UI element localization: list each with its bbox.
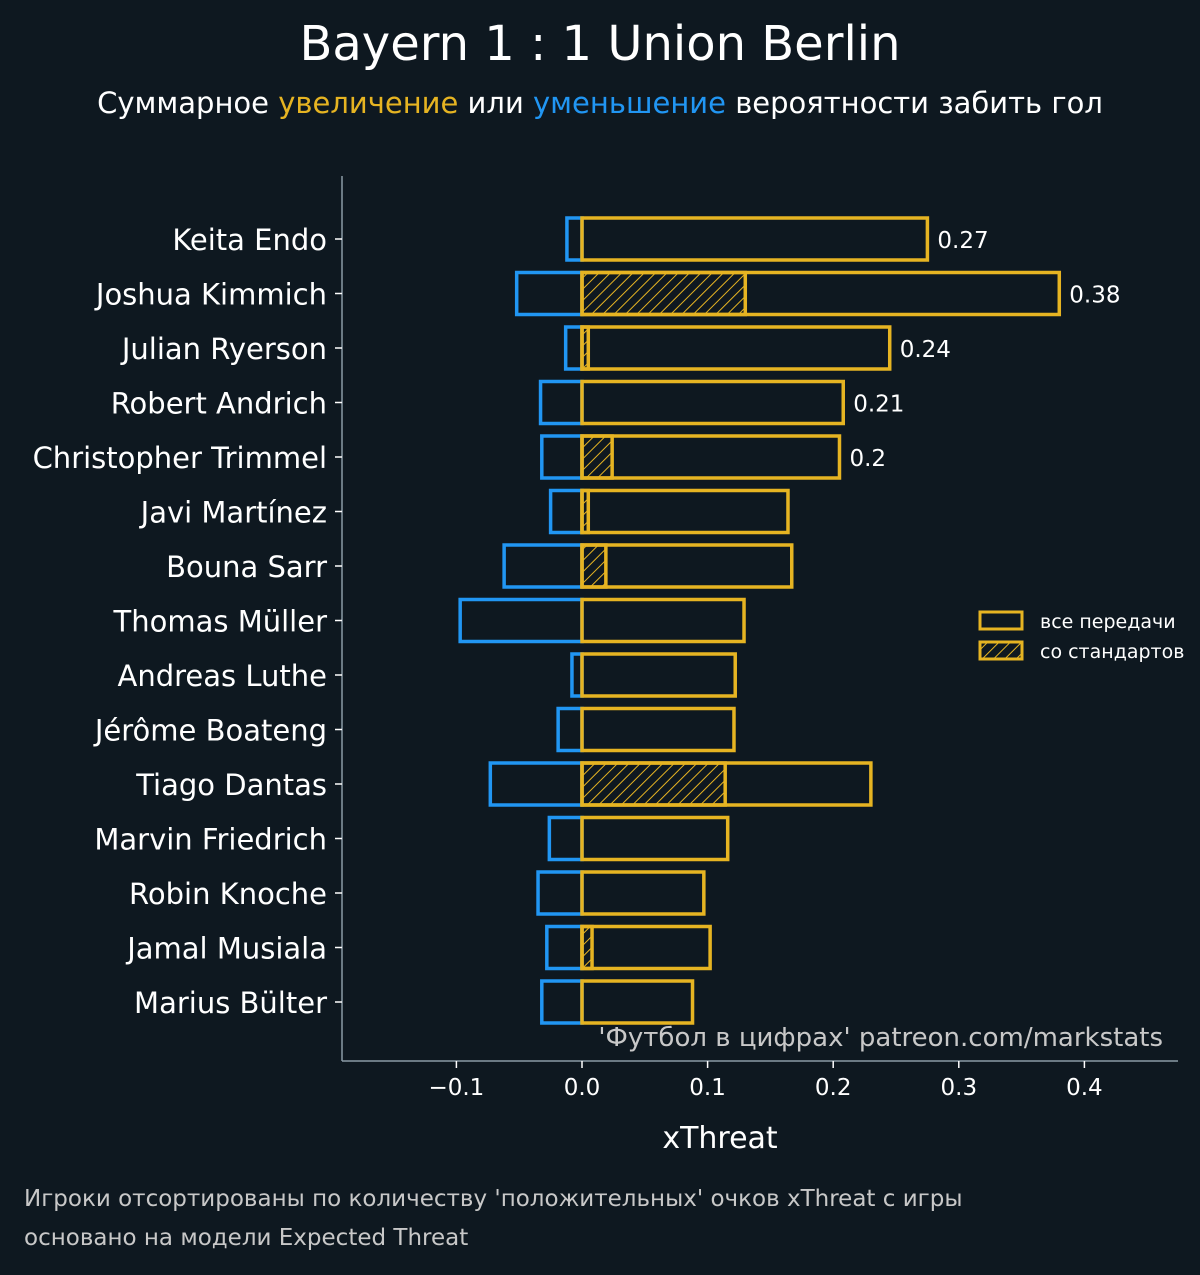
watermark: 'Футбол в цифрах' patreon.com/markstats	[598, 1023, 1163, 1053]
player-label: Thomas Müller	[113, 605, 328, 639]
player-label: Keita Endo	[172, 223, 327, 257]
player-label: Julian Ryerson	[120, 332, 327, 366]
x-tick-label: −0.1	[428, 1075, 484, 1101]
positive-bar	[580, 706, 736, 753]
player-label: Marvin Friedrich	[94, 823, 327, 857]
negative-bar	[563, 325, 584, 371]
value-label: 0.38	[1069, 283, 1120, 309]
positive-bar	[580, 652, 737, 698]
subtitle-increase: увеличение	[278, 86, 459, 120]
subtitle-decrease: уменьшение	[533, 86, 726, 120]
negative-bar	[514, 270, 584, 317]
set-piece-bar	[580, 761, 727, 807]
negative-bar	[545, 924, 584, 971]
positive-bar	[580, 434, 842, 480]
positive-bar	[580, 815, 730, 862]
chart-title: Bayern 1 : 1 Union Berlin	[299, 16, 901, 72]
positive-bar	[580, 924, 712, 971]
negative-bar	[488, 761, 584, 807]
x-tick-label: 0.1	[689, 1075, 726, 1101]
player-label: Jamal Musiala	[125, 932, 327, 966]
negative-bar	[540, 434, 584, 480]
value-label: 0.27	[937, 228, 988, 254]
x-axis-label: xThreat	[662, 1121, 778, 1156]
footnote-sorting: Игроки отсортированы по количеству 'поло…	[24, 1186, 963, 1212]
x-tick-label: 0.3	[941, 1075, 978, 1101]
subtitle-part1: Суммарное	[97, 86, 279, 120]
legend-swatch-set-pieces	[978, 640, 1024, 661]
negative-bar	[565, 216, 584, 262]
x-tick-label: 0.2	[815, 1075, 852, 1101]
set-piece-bar	[580, 270, 748, 317]
legend-label-all-passes: все передачи	[1040, 611, 1176, 633]
player-label: Christopher Trimmel	[33, 441, 327, 475]
negative-bar	[538, 379, 584, 426]
player-label: Joshua Kimmich	[94, 278, 327, 312]
negative-bar	[536, 870, 584, 916]
player-label: Andreas Luthe	[118, 659, 327, 693]
legend-label-set-pieces: со стандартов	[1040, 641, 1184, 663]
player-label: Robert Andrich	[111, 387, 327, 421]
player-label: Robin Knoche	[129, 877, 327, 911]
set-piece-bar	[580, 434, 614, 480]
x-tick-label: 0.4	[1066, 1075, 1103, 1101]
footnote-model: основано на модели Expected Threat	[24, 1225, 469, 1251]
negative-bar	[540, 979, 584, 1025]
negative-bar	[458, 597, 584, 644]
legend-swatch-all-passes	[978, 610, 1024, 631]
value-label: 0.2	[849, 446, 886, 472]
negative-bar	[556, 706, 584, 753]
positive-bar	[580, 270, 1062, 317]
positive-bar	[580, 488, 790, 535]
positive-bar	[580, 216, 930, 262]
set-piece-bar	[580, 543, 608, 589]
positive-bar	[580, 325, 892, 371]
player-label: Javi Martínez	[139, 496, 327, 530]
positive-bar	[580, 761, 873, 807]
player-label: Jérôme Boateng	[93, 714, 327, 748]
subtitle-part2: или	[458, 86, 534, 120]
positive-bar	[580, 379, 845, 426]
subtitle-part3: вероятности забить гол	[725, 86, 1103, 120]
positive-bar	[580, 543, 794, 589]
positive-bar	[580, 979, 695, 1025]
negative-bar	[548, 488, 584, 535]
player-label: Marius Bülter	[134, 986, 327, 1020]
chart-subtitle: Суммарное увеличение или уменьшение веро…	[0, 86, 1200, 120]
negative-bar	[502, 543, 584, 589]
value-label: 0.24	[900, 337, 951, 363]
player-label: Tiago Dantas	[135, 768, 327, 802]
positive-bar	[580, 870, 706, 916]
negative-bar	[547, 815, 584, 862]
value-label: 0.21	[853, 392, 904, 418]
x-tick-label: 0.0	[564, 1075, 601, 1101]
positive-bar	[580, 597, 746, 644]
player-label: Bouna Sarr	[166, 550, 327, 584]
